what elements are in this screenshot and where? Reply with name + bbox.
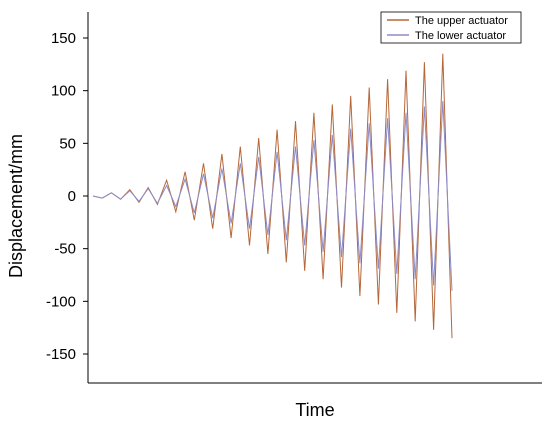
legend-label-upper: The upper actuator bbox=[415, 15, 508, 27]
series-layer bbox=[92, 53, 453, 339]
y-tick-label: 0 bbox=[68, 188, 76, 205]
y-tick-label: -50 bbox=[54, 241, 76, 258]
y-tick-label: -100 bbox=[46, 293, 76, 310]
axes bbox=[87, 12, 542, 384]
series-line-lower-actuator bbox=[92, 101, 453, 291]
y-axis-title: Displacement/mm bbox=[6, 134, 26, 278]
legend-label-lower: The lower actuator bbox=[415, 30, 506, 42]
y-tick-label: 150 bbox=[51, 30, 76, 47]
y-tick-label: 50 bbox=[59, 135, 76, 152]
y-ticks: -150 -100 -50 0 50 100 150 bbox=[46, 30, 88, 363]
y-tick-label: -150 bbox=[46, 346, 76, 363]
y-tick-label: 100 bbox=[51, 83, 76, 100]
legend: The upper actuator The lower actuator bbox=[380, 11, 522, 44]
x-axis-title: Time bbox=[295, 400, 334, 420]
legend-box bbox=[380, 11, 522, 44]
